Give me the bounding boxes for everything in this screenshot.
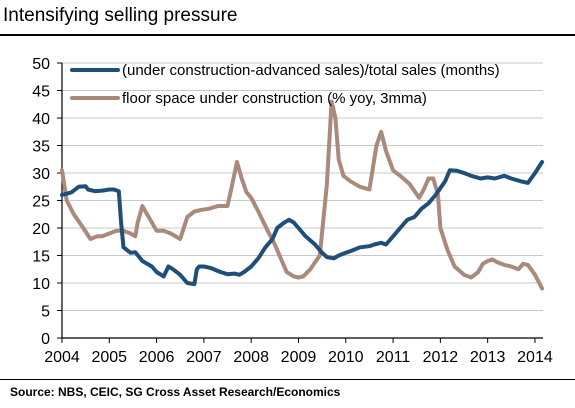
y-tick-label: 50: [32, 56, 50, 73]
series-lines: [60, 99, 545, 291]
y-tick-label: 45: [32, 84, 50, 101]
source-note: Source: NBS, CEIC, SG Cross Asset Resear…: [10, 385, 341, 399]
series-line-months-ratio: [60, 160, 545, 287]
chart-title: Intensifying selling pressure: [3, 5, 238, 26]
y-tick-label: 15: [32, 249, 50, 266]
legend-label: floor space under construction (% yoy, 3…: [122, 90, 427, 107]
y-tick-label: 0: [41, 331, 50, 348]
y-tick-label: 35: [32, 139, 50, 156]
y-tick-label: 5: [41, 304, 50, 321]
x-tick-label: 2004: [44, 349, 80, 366]
y-tick-label: 20: [32, 221, 50, 238]
x-tick-label: 2013: [470, 349, 506, 366]
y-tick-label: 30: [32, 166, 50, 183]
x-tick-label: 2012: [423, 349, 459, 366]
y-tick-label: 25: [32, 194, 50, 211]
source-divider: [0, 379, 575, 380]
title-divider: [0, 34, 575, 36]
axes: 0 5 10 15 20 25 30 35 40 45 50 2004 2005 2006 2007 2008…: [32, 56, 553, 366]
x-tick-label: 2011: [376, 349, 411, 366]
x-tick-label: 2008: [233, 349, 269, 366]
x-tick-label: 2010: [328, 349, 364, 366]
x-tick-label: 2006: [139, 349, 175, 366]
legend-label: (under construction-advanced sales)/tota…: [122, 62, 500, 79]
y-tick-label: 10: [32, 276, 50, 293]
x-tick-label: 2005: [91, 349, 127, 366]
series-line-floor-space-yoy: [60, 99, 545, 291]
y-tick-label: 40: [32, 111, 50, 128]
line-chart: 0 5 10 15 20 25 30 35 40 45 50 2004 2005 2006 2007 2008…: [32, 56, 553, 366]
x-tick-label: 2014: [517, 349, 553, 366]
legend: (under construction-advanced sales)/tota…: [70, 62, 500, 107]
x-tick-label: 2007: [186, 349, 222, 366]
x-tick-label: 2009: [281, 349, 317, 366]
